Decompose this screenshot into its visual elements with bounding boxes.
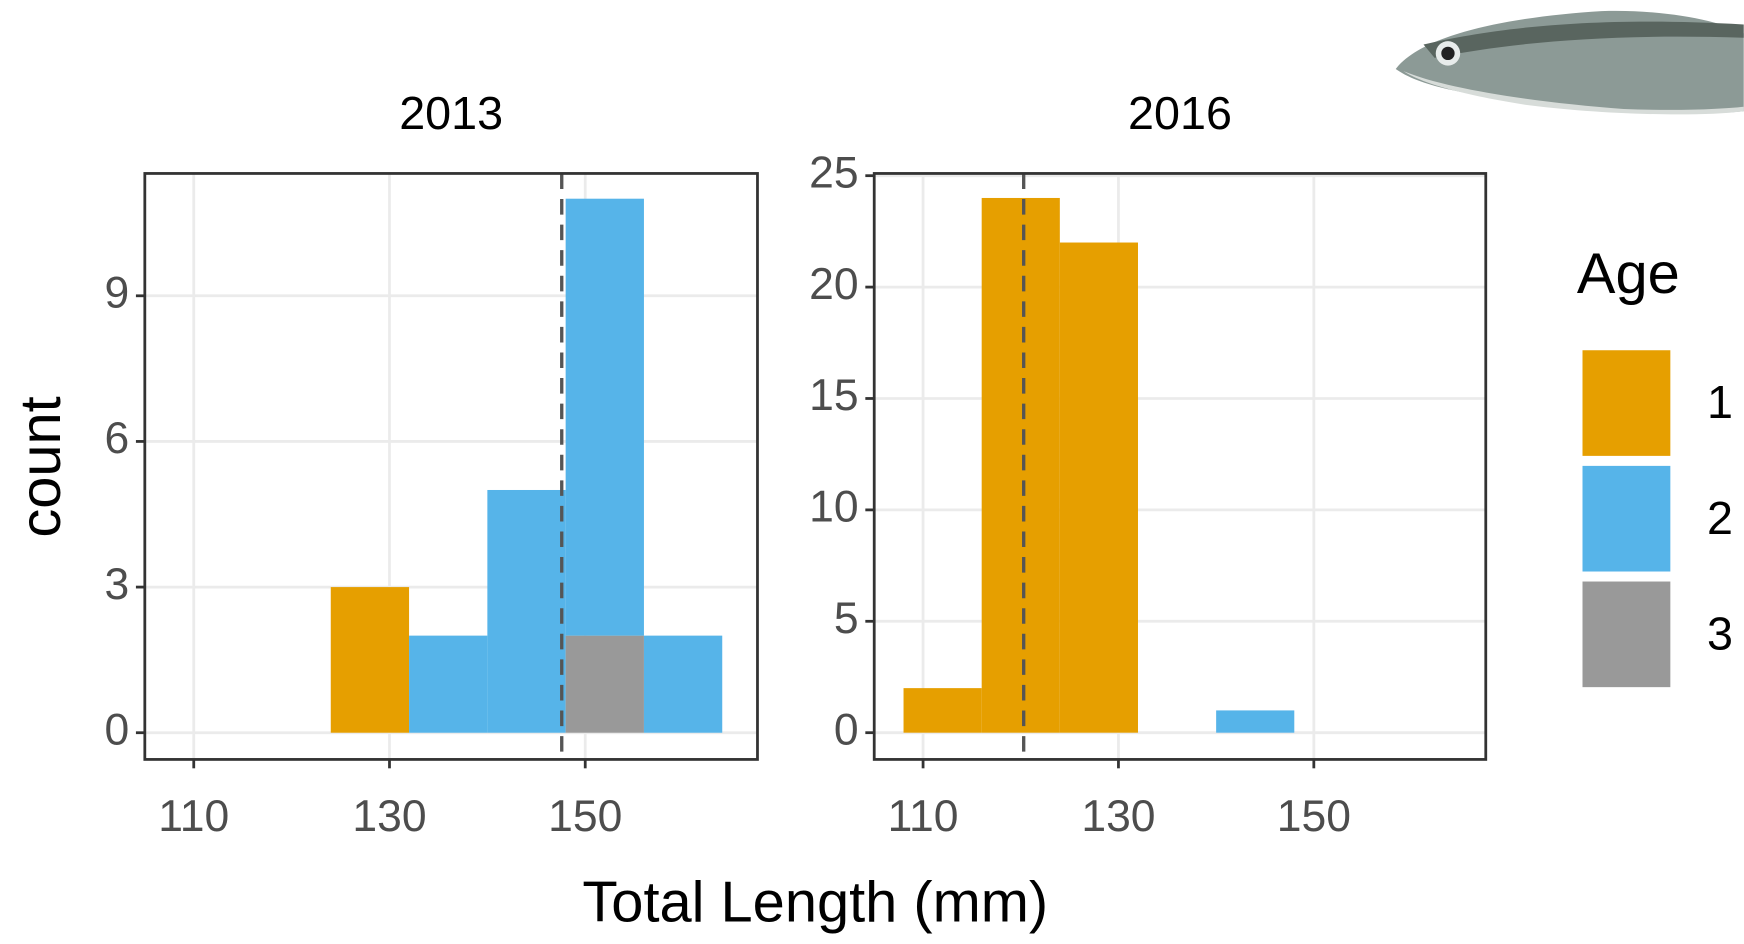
legend-key	[1583, 350, 1671, 456]
legend-label: 2	[1707, 492, 1733, 544]
chart: Total Length (mm) count Age 201303691101…	[0, 0, 1744, 944]
histogram-bar	[644, 636, 722, 733]
y-tick-label: 0	[105, 705, 130, 754]
x-tick-label: 110	[888, 792, 959, 841]
histogram-bar	[982, 198, 1060, 733]
y-tick-label: 9	[105, 269, 130, 318]
legend-title: Age	[1577, 242, 1680, 306]
panel-title: 2013	[399, 87, 503, 139]
legend-label: 3	[1707, 607, 1733, 659]
histogram-bar	[904, 688, 982, 733]
page: {"chart_data":{"type":"histogram","xlabe…	[0, 0, 1744, 944]
y-tick-label: 5	[834, 594, 859, 643]
y-tick-label: 6	[105, 414, 130, 463]
x-tick-label: 130	[352, 792, 426, 841]
histogram-bar	[331, 587, 409, 733]
histogram-bar	[566, 636, 644, 733]
y-tick-label: 25	[809, 148, 858, 197]
legend-label: 1	[1707, 376, 1733, 428]
y-tick-label: 10	[809, 483, 858, 532]
y-tick-label: 3	[105, 560, 130, 609]
y-axis-label: count	[9, 396, 73, 537]
fish-illustration	[1396, 11, 1744, 115]
histogram-bar	[409, 636, 487, 733]
x-tick-label: 150	[1277, 792, 1351, 841]
panel-title: 2016	[1128, 87, 1232, 139]
x-tick-label: 110	[158, 792, 229, 841]
y-tick-label: 15	[809, 371, 858, 420]
legend-key	[1583, 582, 1671, 688]
x-tick-label: 150	[548, 792, 622, 841]
histogram-bar	[566, 199, 644, 636]
histogram-bar	[487, 490, 565, 733]
panel-border	[874, 173, 1486, 759]
x-tick-label: 130	[1081, 792, 1155, 841]
y-tick-label: 0	[834, 705, 859, 754]
histogram-bar	[1216, 710, 1294, 732]
legend-key	[1583, 466, 1671, 572]
histogram-bar	[1060, 243, 1138, 733]
y-tick-label: 20	[809, 260, 858, 309]
x-axis-label: Total Length (mm)	[582, 870, 1048, 934]
